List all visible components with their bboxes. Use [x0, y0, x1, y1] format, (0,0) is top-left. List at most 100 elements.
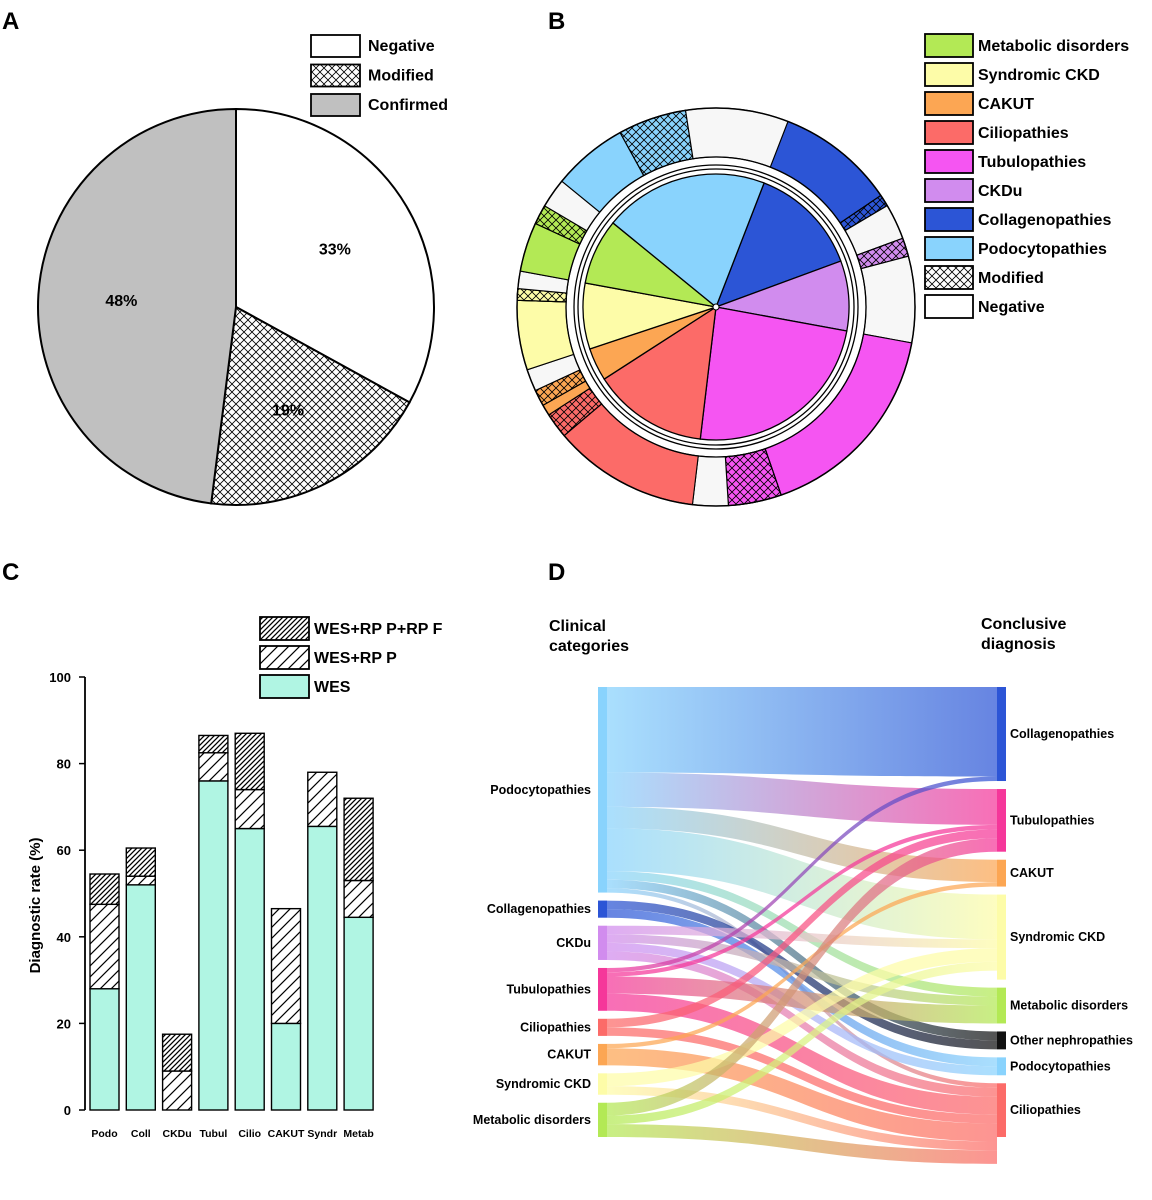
legend-b-swatch-syndromic-ckd [924, 62, 974, 87]
sankey-flow-ckdu-to-syndromic-ckd [607, 925, 997, 949]
sankey-flow-tubulopathies-to-ciliopathies [607, 993, 997, 1115]
sankey-right-node-metabolic-disorders [997, 987, 1006, 1024]
x-tick-label-podo: Podo [91, 1128, 117, 1140]
sankey-flow-metabolic-disorders-to-syndromic-ckd [607, 961, 997, 1125]
bar-syndr-wes-rp-p [307, 771, 338, 828]
sankey-left-node-collagenopathies [598, 900, 607, 918]
legend-b-label-podocytopathies: Podocytopathies [978, 241, 1107, 258]
panel-c-bar-chart: 0 20 40 60 80 100 Diagnostic rate (%) Podo Coll C… [27, 616, 443, 1140]
donut-outer-inner-edge [565, 156, 867, 458]
donut-separator-outer [573, 164, 859, 450]
sankey-flow-syndromic-ckd-to-ciliopathies [607, 1086, 997, 1151]
legend-c-swatch-wes-rp-p-rp-f [259, 616, 310, 641]
bar-coll-wes-rp-p-rp-f [125, 847, 157, 877]
x-tick-label-syndr: Syndr [307, 1128, 337, 1140]
bar-cilio-wes [234, 827, 265, 1111]
panel-letter-b: B [548, 8, 565, 35]
bar-podo-wes-rp-p [89, 903, 120, 990]
sankey-left-label-syndromic-ckd: Syndromic CKD [496, 1077, 591, 1091]
bar-cakut-wes [270, 1022, 302, 1111]
sankey-right-node-podocytopathies [997, 1057, 1006, 1076]
bar-ckdu-wes-rp-p [161, 1070, 193, 1111]
sankey-right-header-1: diagnosis [981, 636, 1056, 653]
bar-cilio-wes-rp-p [234, 788, 265, 830]
x-tick-label-metab: Metab [343, 1128, 373, 1140]
panel-d-sankey-diagram: Clinical categories Conclusive diagnosis Pod… [473, 616, 1133, 1164]
sankey-left-node-syndromic-ckd [598, 1073, 607, 1095]
sankey-flow-podocytopathies-to-tubulopathies [607, 772, 997, 825]
donut-inner-podocytopathies [612, 173, 765, 309]
sankey-flow-podocytopathies-to-syndromic-ckd [607, 828, 997, 940]
legend-b-label-collagenopathies: Collagenopathies [978, 212, 1111, 229]
sankey-flow-ciliopathies-to-tubulopathies [607, 829, 997, 1028]
legend-b-swatch-modified [924, 265, 974, 290]
sankey-right-label-syndromic-ckd: Syndromic CKD [1010, 930, 1105, 944]
donut-outer-edge [516, 107, 916, 507]
sankey-left-label-metabolic-disorders: Metabolic disorders [473, 1113, 591, 1127]
sankey-right-node-tubulopathies [997, 789, 1006, 852]
donut-center-dot [712, 303, 720, 311]
sankey-right-node-syndromic-ckd [997, 894, 1006, 980]
sankey-flow-cakut-to-cakut [607, 882, 997, 1049]
donut-outer-ckdu-negative [860, 255, 916, 344]
panel-a-pie-chart: 33% 19% 48% Negative Modified Confirmed [37, 34, 448, 506]
legend-label-confirmed: Confirmed [368, 97, 448, 114]
sankey-right-node-other-nephropathies [997, 1031, 1006, 1050]
legend-b-label-syndromic-ckd: Syndromic CKD [978, 67, 1100, 84]
bar-metab-wes-rp-p-rp-f [343, 797, 374, 882]
bar-cilio-wes-rp-p-rp-f [234, 732, 265, 791]
sankey-right-node-cakut [997, 859, 1006, 887]
sankey-flow-metabolic-disorders-to-ciliopathies [607, 1124, 997, 1164]
legend-label-negative: Negative [368, 38, 435, 55]
sankey-flow-tubulopathies-to-collagenopathies [607, 776, 997, 973]
pie-label-modified: 19% [272, 402, 304, 419]
sankey-flow-podocytopathies-to-other-nephropathies [607, 879, 997, 1041]
bar-podo-wes-rp-p-rp-f [89, 873, 120, 906]
sankey-left-label-cakut: CAKUT [547, 1048, 591, 1062]
y-tick-label-0: 0 [64, 1103, 71, 1118]
sankey-flow-collagenopathies-to-podocytopathies [607, 909, 997, 1067]
sankey-flow-tubulopathies-to-metabolic-disorders [607, 976, 997, 1024]
bar-tubul-wes [198, 780, 229, 1111]
panel-b-donut-chart: Metabolic disorders Syndromic CKD CAKUT Cil… [516, 33, 1129, 507]
sankey-left-node-cakut [598, 1043, 607, 1066]
bar-podo-wes [89, 988, 120, 1111]
sankey-flow-metabolic-disorders-to-tubulopathies [607, 838, 997, 1116]
legend-swatch-modified [310, 63, 361, 88]
sankey-flow-ckdu-to-metabolic-disorders [607, 934, 997, 1006]
sankey-left-label-podocytopathies: Podocytopathies [490, 783, 591, 797]
sankey-right-label-metabolic-disorders: Metabolic disorders [1010, 999, 1128, 1013]
y-tick-label-60: 60 [57, 843, 71, 858]
sankey-flow-ciliopathies-to-ciliopathies [607, 1027, 997, 1124]
sankey-left-label-ciliopathies: Ciliopathies [520, 1020, 591, 1034]
legend-c-label-wes-rp-p-rp-f: WES+RP P+RP F [314, 621, 443, 638]
sankey-left-header-1: categories [549, 638, 629, 655]
legend-b-swatch-cakut [924, 91, 974, 116]
legend-swatch-negative [310, 34, 361, 58]
x-tick-label-coll: Coll [131, 1128, 151, 1140]
y-axis-label: Diagnostic rate (%) [27, 838, 44, 974]
bar-ckdu-wes-rp-p-rp-f [161, 1033, 193, 1072]
legend-b-swatch-podocytopathies [924, 236, 974, 261]
bar-coll-wes [125, 884, 157, 1111]
pie-label-confirmed: 48% [105, 293, 137, 310]
sankey-right-label-podocytopathies: Podocytopathies [1010, 1059, 1111, 1073]
panel-letter-c: C [2, 559, 19, 586]
sankey-left-label-tubulopathies: Tubulopathies [507, 982, 592, 996]
legend-b-swatch-negative [924, 294, 974, 319]
sankey-right-node-ciliopathies [997, 1083, 1006, 1137]
sankey-left-node-metabolic-disorders [598, 1102, 607, 1137]
y-tick-label-100: 100 [49, 670, 71, 685]
y-tick-label-40: 40 [57, 930, 71, 945]
bar-metab-wes-rp-p [343, 879, 374, 919]
sankey-flow-syndromic-ckd-to-syndromic-ckd [607, 948, 997, 1087]
bar-syndr-wes [307, 825, 338, 1111]
sankey-left-header-0: Clinical [549, 618, 606, 635]
sankey-flow-ckdu-to-ciliopathies [607, 951, 997, 1097]
sankey-left-label-collagenopathies: Collagenopathies [487, 902, 591, 916]
sankey-flow-tubulopathies-to-tubulopathies [607, 824, 997, 977]
donut-inner-ciliopathies [603, 305, 717, 440]
legend-b-swatch-metabolic-disorders [924, 33, 974, 58]
legend-b-label-cakut: CAKUT [978, 96, 1034, 113]
